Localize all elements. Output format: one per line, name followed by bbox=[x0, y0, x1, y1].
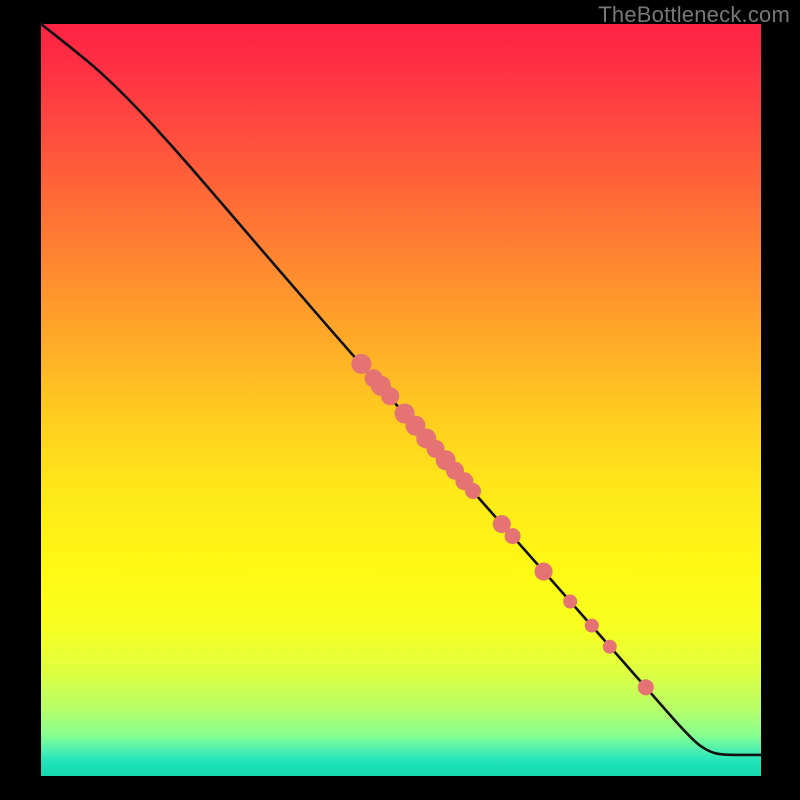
marker-point bbox=[585, 619, 599, 633]
marker-point bbox=[381, 387, 399, 405]
marker-point bbox=[505, 528, 521, 544]
marker-point bbox=[465, 483, 481, 499]
marker-point bbox=[638, 679, 654, 695]
marker-point bbox=[535, 563, 553, 581]
gradient-background bbox=[41, 24, 761, 776]
watermark-text: TheBottleneck.com bbox=[598, 2, 790, 28]
marker-point bbox=[563, 595, 577, 609]
bottleneck-chart bbox=[0, 0, 800, 800]
marker-point bbox=[603, 640, 617, 654]
